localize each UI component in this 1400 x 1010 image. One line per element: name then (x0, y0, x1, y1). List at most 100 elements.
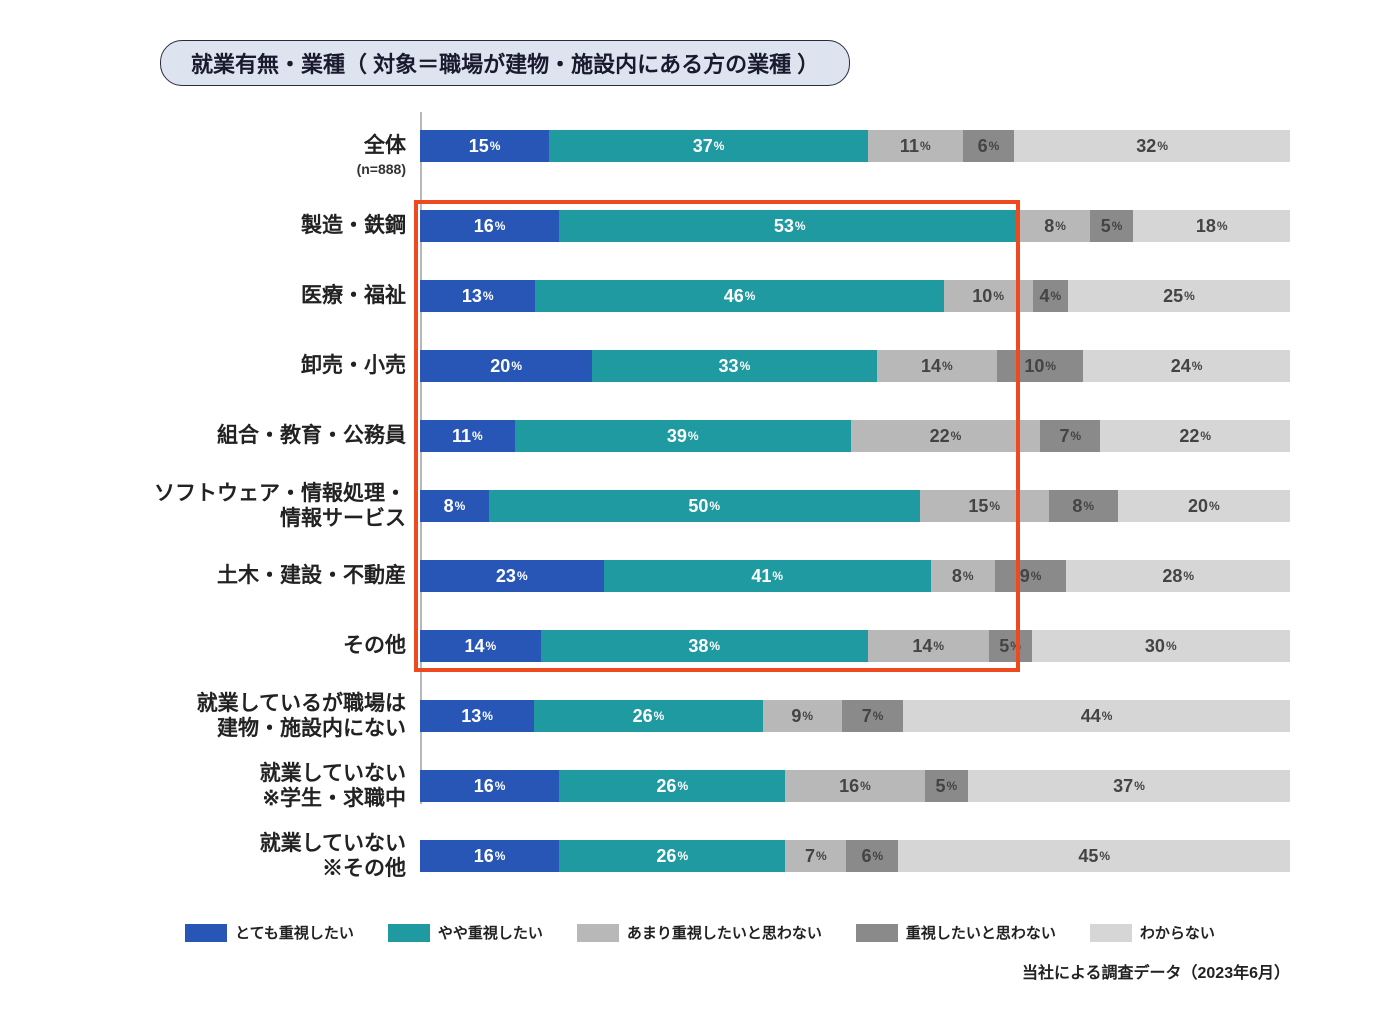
stacked-bar: 8%50%15%8%20% (420, 490, 1290, 522)
row-label: 組合・教育・公務員 (110, 423, 420, 448)
chart-row: ソフトウェア・情報処理・情報サービス8%50%15%8%20% (110, 486, 1290, 526)
bars-container: 全体(n=888)15%37%11%6%32%製造・鉄鋼16%53%8%5%18… (110, 126, 1290, 876)
bar-segment: 45% (898, 840, 1290, 872)
row-label: その他 (110, 633, 420, 658)
bar-segment: 37% (968, 770, 1290, 802)
bar-segment: 6% (846, 840, 898, 872)
bar-segment: 7% (785, 840, 846, 872)
legend-label: 重視したいと思わない (906, 922, 1056, 943)
chart-row: 卸売・小売20%33%14%10%24% (110, 346, 1290, 386)
legend-item: わからない (1090, 922, 1215, 943)
chart-title: 就業有無・業種（ 対象＝職場が建物・施設内にある方の業種 ） (160, 40, 850, 86)
bar-segment: 50% (489, 490, 920, 522)
bar-segment: 7% (1040, 420, 1100, 452)
bar-segment: 37% (549, 130, 868, 162)
row-label: 医療・福祉 (110, 283, 420, 308)
bar-segment: 14% (877, 350, 998, 382)
stacked-bar: 20%33%14%10%24% (420, 350, 1290, 382)
legend-label: わからない (1140, 922, 1215, 943)
bar-segment: 9% (995, 560, 1067, 592)
bar-segment: 20% (420, 350, 592, 382)
row-label: 全体(n=888) (110, 133, 420, 158)
bar-segment: 39% (515, 420, 851, 452)
bar-segment: 13% (420, 280, 535, 312)
row-label: ソフトウェア・情報処理・情報サービス (110, 481, 420, 531)
legend-item: やや重視したい (388, 922, 543, 943)
bar-segment: 26% (559, 840, 785, 872)
bar-segment: 32% (1014, 130, 1290, 162)
bar-segment: 10% (944, 280, 1033, 312)
stacked-bar: 13%46%10%4%25% (420, 280, 1290, 312)
chart-row: その他14%38%14%5%30% (110, 626, 1290, 666)
row-label: 卸売・小売 (110, 353, 420, 378)
bar-segment: 30% (1032, 630, 1290, 662)
legend-swatch (1090, 924, 1132, 942)
stacked-bar: 14%38%14%5%30% (420, 630, 1290, 662)
chart-row: 製造・鉄鋼16%53%8%5%18% (110, 206, 1290, 246)
chart-row: 全体(n=888)15%37%11%6%32% (110, 126, 1290, 166)
bar-segment: 38% (541, 630, 868, 662)
legend-label: あまり重視したいと思わない (627, 922, 822, 943)
bar-segment: 41% (604, 560, 931, 592)
bar-segment: 26% (559, 770, 785, 802)
bar-segment: 10% (997, 350, 1083, 382)
chart-row: 土木・建設・不動産23%41%8%9%28% (110, 556, 1290, 596)
bar-segment: 13% (420, 700, 534, 732)
bar-segment: 33% (592, 350, 876, 382)
chart-row: 組合・教育・公務員11%39%22%7%22% (110, 416, 1290, 456)
bar-segment: 14% (420, 630, 541, 662)
bar-segment: 11% (420, 420, 515, 452)
legend: とても重視したいやや重視したいあまり重視したいと思わない重視したいと思わないわか… (110, 922, 1290, 943)
source-note: 当社による調査データ（2023年6月） (110, 959, 1290, 983)
bar-segment: 8% (1049, 490, 1118, 522)
chart-row: 就業していない※学生・求職中16%26%16%5%37% (110, 766, 1290, 806)
bar-segment: 44% (903, 700, 1290, 732)
row-label: 就業していない※その他 (110, 831, 420, 881)
legend-swatch (185, 924, 227, 942)
chart-row: 医療・福祉13%46%10%4%25% (110, 276, 1290, 316)
bar-segment: 24% (1083, 350, 1290, 382)
legend-label: やや重視したい (438, 922, 543, 943)
legend-swatch (856, 924, 898, 942)
row-label: 土木・建設・不動産 (110, 563, 420, 588)
stacked-bar: 16%26%16%5%37% (420, 770, 1290, 802)
bar-segment: 7% (842, 700, 904, 732)
bar-segment: 6% (963, 130, 1015, 162)
legend-swatch (577, 924, 619, 942)
bar-segment: 23% (420, 560, 604, 592)
bar-segment: 16% (420, 210, 559, 242)
bar-segment: 20% (1118, 490, 1290, 522)
stacked-bar: 16%26%7%6%45% (420, 840, 1290, 872)
chart-row: 就業していない※その他16%26%7%6%45% (110, 836, 1290, 876)
bar-segment: 16% (420, 770, 559, 802)
stacked-bar: 11%39%22%7%22% (420, 420, 1290, 452)
legend-swatch (388, 924, 430, 942)
chart-row: 就業しているが職場は建物・施設内にない13%26%9%7%44% (110, 696, 1290, 736)
stacked-bar: 13%26%9%7%44% (420, 700, 1290, 732)
bar-segment: 53% (559, 210, 1020, 242)
bar-segment: 16% (785, 770, 924, 802)
stacked-bar: 16%53%8%5%18% (420, 210, 1290, 242)
chart-area: 全体(n=888)15%37%11%6%32%製造・鉄鋼16%53%8%5%18… (110, 126, 1290, 876)
legend-item: 重視したいと思わない (856, 922, 1056, 943)
bar-segment: 11% (868, 130, 963, 162)
bar-segment: 28% (1066, 560, 1289, 592)
bar-segment: 8% (420, 490, 489, 522)
bar-segment: 5% (925, 770, 969, 802)
row-sublabel: (n=888) (357, 161, 406, 178)
bar-segment: 14% (868, 630, 989, 662)
legend-item: あまり重視したいと思わない (577, 922, 822, 943)
bar-segment: 5% (989, 630, 1032, 662)
bar-segment: 25% (1068, 280, 1290, 312)
bar-segment: 26% (534, 700, 762, 732)
bar-segment: 22% (1100, 420, 1290, 452)
row-label: 製造・鉄鋼 (110, 213, 420, 238)
bar-segment: 18% (1133, 210, 1290, 242)
bar-segment: 8% (931, 560, 995, 592)
bar-segment: 4% (1033, 280, 1069, 312)
row-label: 就業していない※学生・求職中 (110, 761, 420, 811)
bar-segment: 22% (851, 420, 1041, 452)
bar-segment: 15% (420, 130, 549, 162)
bar-segment: 8% (1020, 210, 1090, 242)
bar-segment: 5% (1090, 210, 1134, 242)
